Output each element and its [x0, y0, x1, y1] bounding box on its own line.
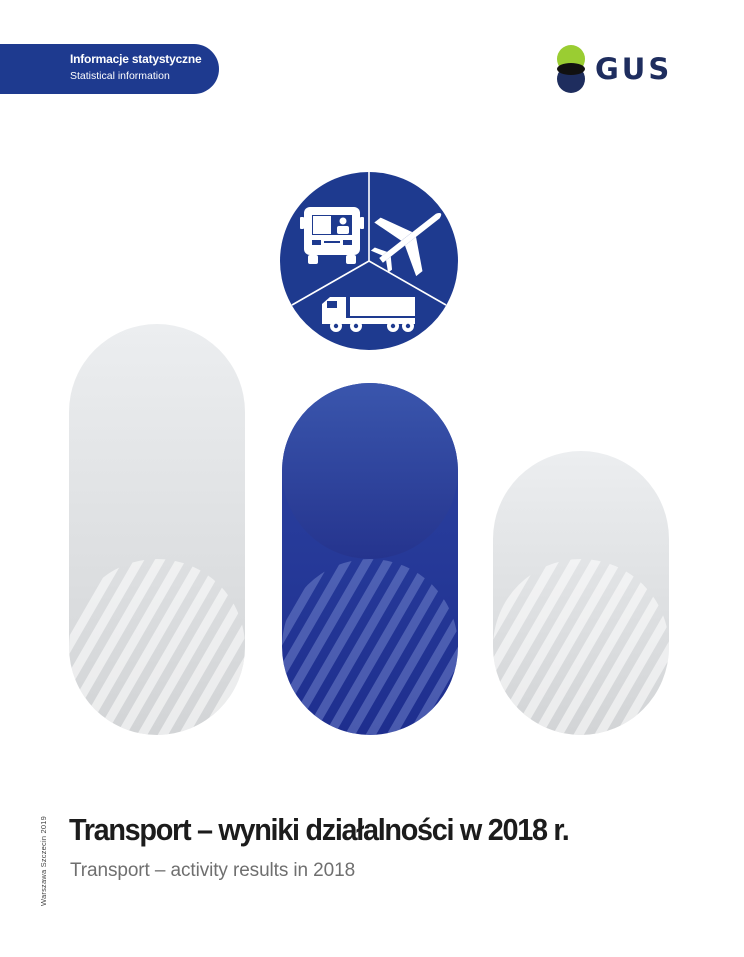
airplane-icon [370, 213, 442, 277]
gray-pill-right [493, 451, 669, 735]
gus-logo-mark-icon [557, 45, 585, 93]
gus-logo: GUS [553, 44, 673, 94]
page-title: Transport – wyniki działalności w 2018 r… [69, 812, 570, 847]
gus-logo-text: GUS [595, 52, 673, 86]
bus-icon [300, 207, 364, 264]
gray-pill-left [69, 324, 245, 735]
publisher-place-year: Warszawa Szczecin 2019 [39, 816, 48, 906]
series-banner: Informacje statystyczne Statistical info… [0, 44, 219, 94]
page-subtitle: Transport – activity results in 2018 [70, 860, 356, 881]
truck-icon [322, 297, 415, 332]
blue-pill-center [282, 383, 458, 735]
series-title-en: Statistical information [70, 70, 170, 82]
cover-illustration [69, 172, 669, 735]
transport-modes-emblem [280, 172, 458, 350]
series-title-pl: Informacje statystyczne [70, 52, 202, 66]
